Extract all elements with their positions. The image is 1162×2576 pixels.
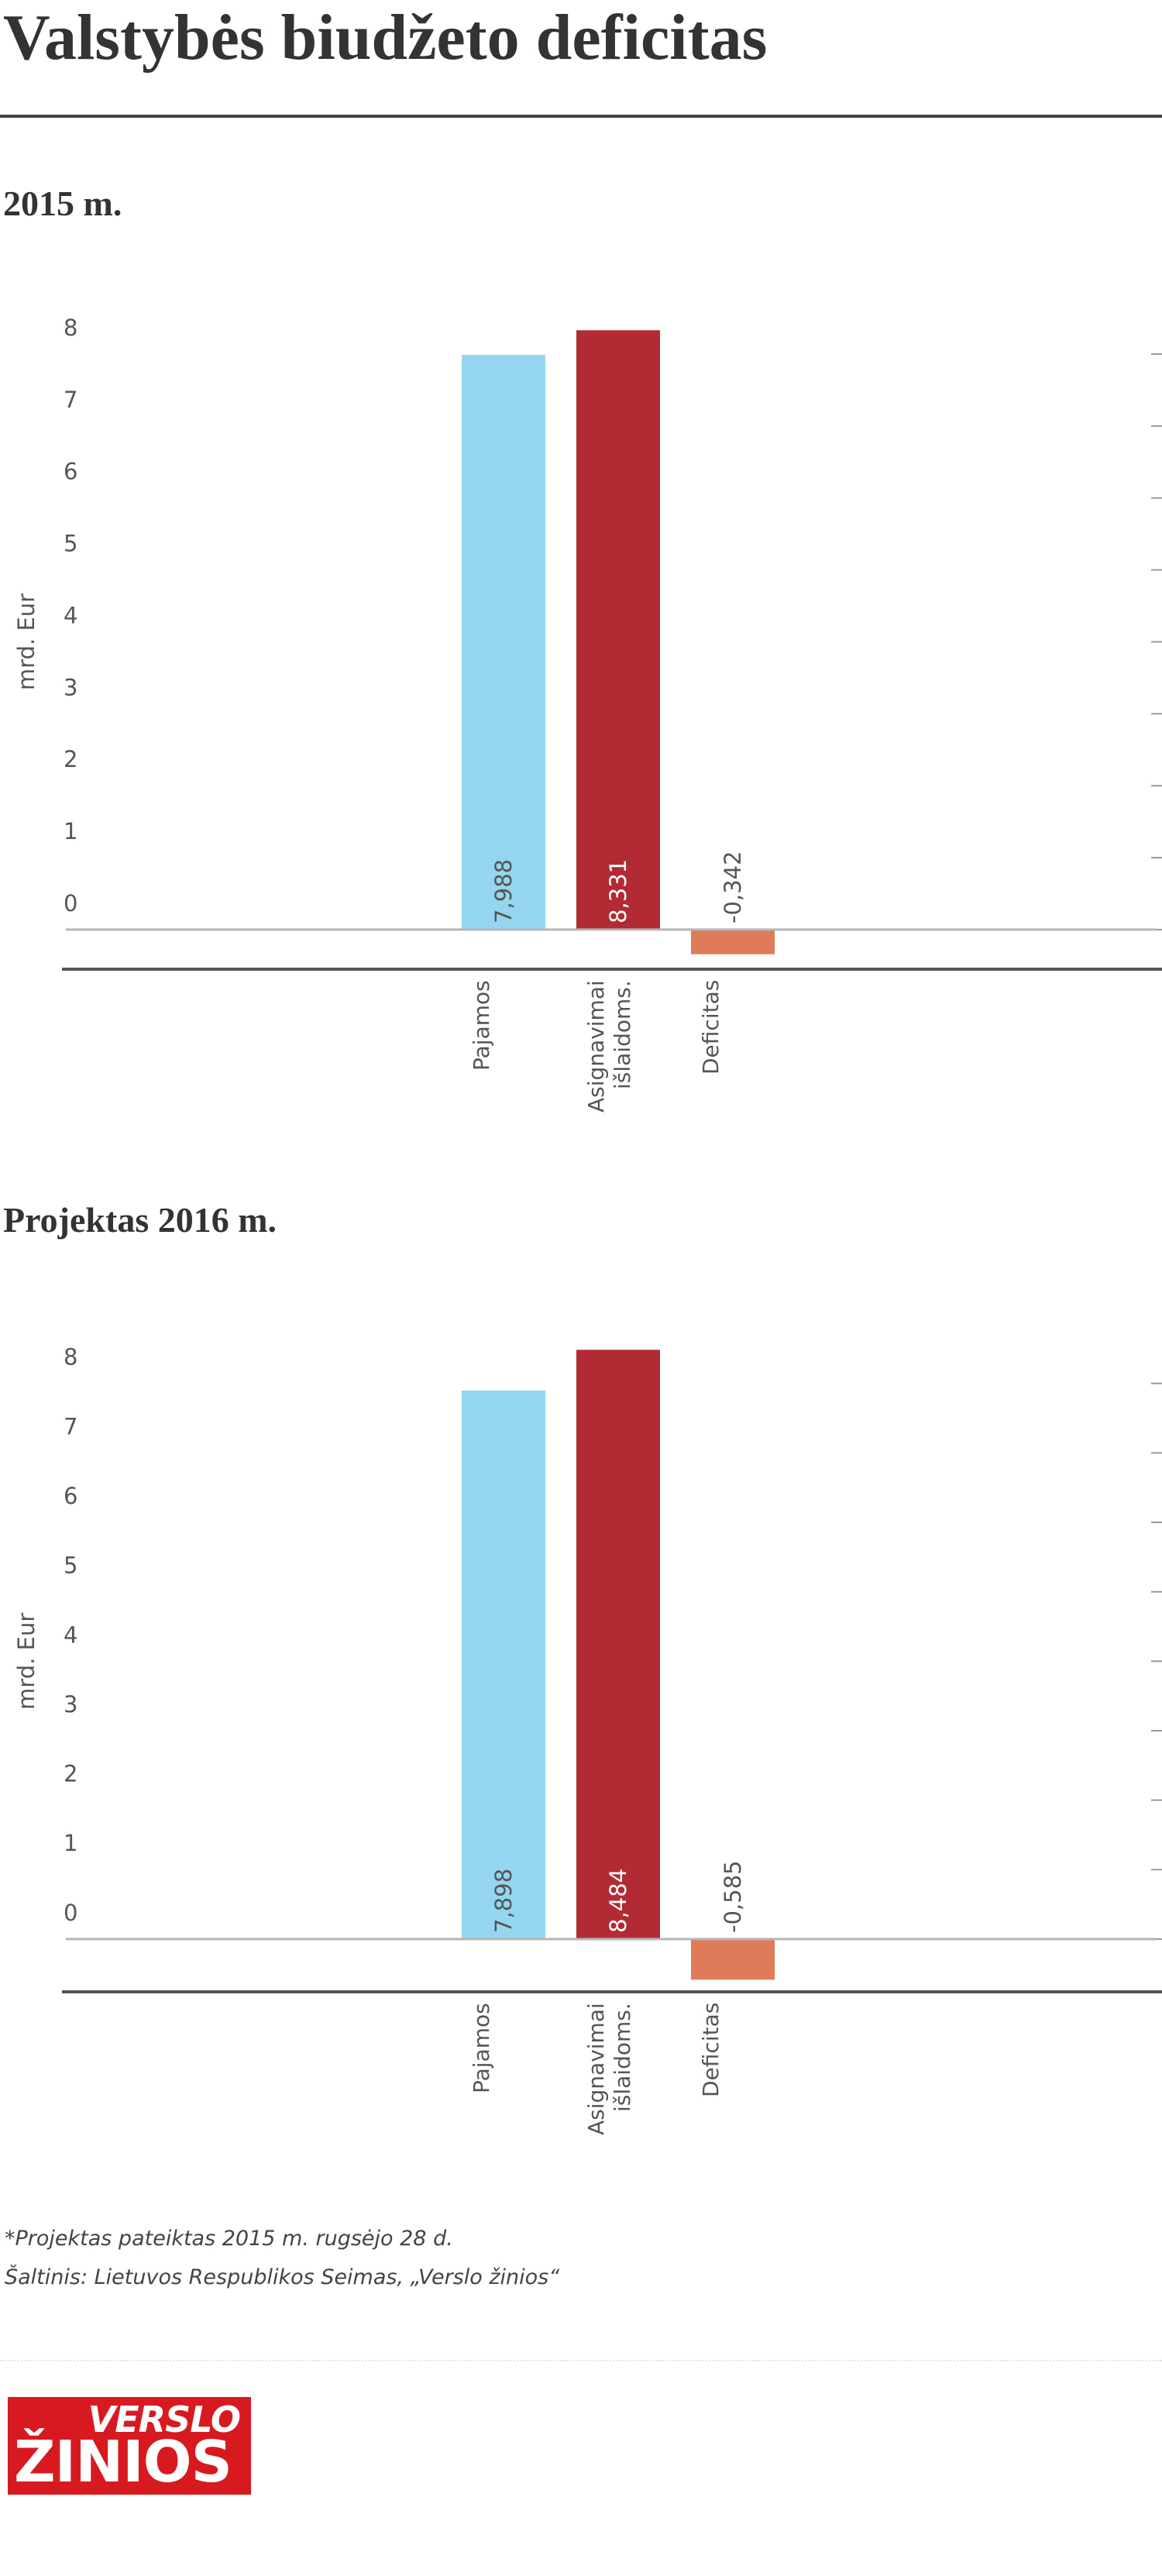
y-tick-label: 7 [64,387,77,413]
value-label: -0,342 [720,851,746,923]
value-label: 8,484 [605,1869,631,1933]
chart-title: 2015 m. [3,184,122,223]
chart: 0 1 2 3 4 5 6 7 8 mrd. Eur 7,898 8,484 -0,585 [13,1344,1162,1993]
y-axis-label: mrd. Eur [13,1613,40,1710]
y-tick-label: 2 [64,1761,77,1787]
y-tick-label: 3 [64,1691,77,1718]
x-tick-label: Deficitas [698,2003,724,2098]
y-tick-label: 0 [64,1900,77,1926]
y-tick-label: 1 [64,818,77,844]
y-tick-label: 4 [64,602,77,628]
bar [462,355,545,930]
bar [576,330,660,930]
title-rule [0,115,1162,118]
y-tick-label: 8 [64,1344,77,1371]
y-tick-label: 1 [64,1830,77,1856]
value-label: 7,988 [490,859,517,923]
y-tick-label: 5 [64,1553,77,1579]
bar [462,1390,545,1939]
page-title: Valstybės biudžeto deficitas [3,2,768,74]
bar [576,1350,660,1939]
bar [691,1938,775,1980]
y-tick-label: 7 [64,1413,77,1439]
x-tick-label: Pajamos [469,980,494,1071]
separator [0,2360,1162,2361]
y-tick-label: 5 [64,531,77,557]
y-tick-label: 8 [64,315,77,341]
logo-line1: VERSLO [88,2399,241,2440]
y-axis-label: mrd. Eur [13,593,40,690]
x-tick-label: Asignavimai išlaidoms. [583,2003,635,2135]
chart: 0 1 2 3 4 5 6 7 8 mrd. Eur 7,988 8,331 -0,342 [13,315,1162,971]
value-label: 8,331 [605,859,631,923]
logo: VERSLO ŽINIOS [8,2397,251,2495]
value-label: 7,898 [490,1869,517,1933]
chart-title: Projektas 2016 m. [3,1200,277,1240]
note: *Projektas pateiktas 2015 m. rugsėjo 28 … [5,2227,453,2251]
y-tick-label: 3 [64,674,77,700]
x-tick-label: Deficitas [698,980,724,1075]
y-tick-label: 0 [64,890,77,917]
x-tick-label: Asignavimai išlaidoms. [583,980,635,1113]
y-tick-label: 6 [64,459,77,485]
value-label: -0,585 [720,1860,746,1933]
y-tick-label: 6 [64,1483,77,1509]
y-tick-label: 4 [64,1622,77,1648]
logo-line2: ŽINIOS [14,2429,232,2495]
bar [691,929,775,954]
source-note: Šaltinis: Lietuvos Respublikos Seimas, „… [5,2265,560,2289]
x-tick-label: Pajamos [469,2003,494,2093]
y-tick-label: 2 [64,746,77,772]
